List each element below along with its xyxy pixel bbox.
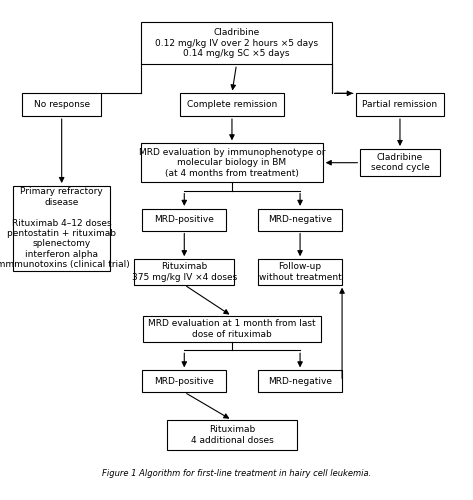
FancyBboxPatch shape [13, 186, 111, 270]
FancyBboxPatch shape [167, 420, 297, 450]
Text: MRD-negative: MRD-negative [268, 215, 332, 224]
FancyBboxPatch shape [258, 259, 342, 285]
Text: MRD-negative: MRD-negative [268, 376, 332, 386]
Text: Follow-up
without treatment: Follow-up without treatment [259, 262, 342, 281]
Text: MRD evaluation at 1 month from last
dose of rituximab: MRD evaluation at 1 month from last dose… [148, 319, 316, 338]
FancyBboxPatch shape [22, 94, 101, 116]
Text: MRD-positive: MRD-positive [154, 376, 214, 386]
Text: Partial remission: Partial remission [362, 100, 438, 110]
Text: Complete remission: Complete remission [187, 100, 277, 110]
FancyBboxPatch shape [142, 370, 226, 392]
FancyBboxPatch shape [356, 94, 444, 116]
Text: No response: No response [34, 100, 90, 110]
FancyBboxPatch shape [134, 259, 234, 285]
Text: Rituximab
375 mg/kg IV ×4 doses: Rituximab 375 mg/kg IV ×4 doses [131, 262, 237, 281]
FancyBboxPatch shape [180, 94, 284, 116]
Text: Figure 1 Algorithm for first-line treatment in hairy cell leukemia.: Figure 1 Algorithm for first-line treatm… [102, 468, 371, 477]
Text: MRD-positive: MRD-positive [154, 215, 214, 224]
FancyBboxPatch shape [258, 370, 342, 392]
FancyBboxPatch shape [143, 316, 321, 342]
Text: Primary refractory
disease

Rituximab 4–12 doses
pentostatin + rituximab
splenec: Primary refractory disease Rituximab 4–1… [0, 188, 130, 269]
FancyBboxPatch shape [258, 209, 342, 231]
Text: Cladribine
0.12 mg/kg IV over 2 hours ×5 days
0.14 mg/kg SC ×5 days: Cladribine 0.12 mg/kg IV over 2 hours ×5… [155, 28, 318, 58]
Text: Rituximab
4 additional doses: Rituximab 4 additional doses [191, 425, 273, 444]
FancyBboxPatch shape [141, 22, 332, 64]
Text: MRD evaluation by immunophenotype or
molecular biology in BM
(at 4 months from t: MRD evaluation by immunophenotype or mol… [139, 148, 325, 178]
FancyBboxPatch shape [360, 149, 440, 176]
FancyBboxPatch shape [141, 143, 323, 182]
Text: Cladribine
second cycle: Cladribine second cycle [370, 153, 429, 172]
FancyBboxPatch shape [142, 209, 226, 231]
